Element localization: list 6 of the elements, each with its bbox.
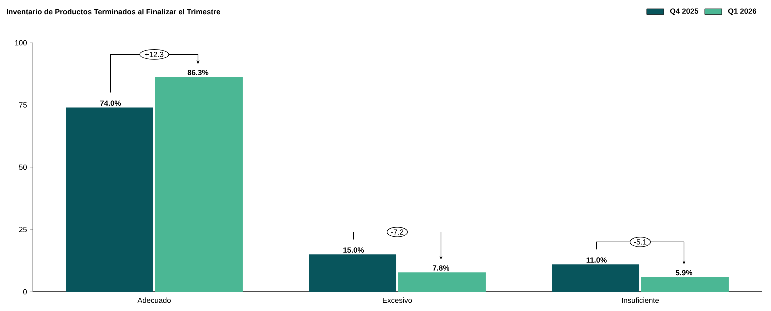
bar bbox=[642, 277, 729, 292]
bar bbox=[552, 264, 640, 292]
bar bbox=[66, 108, 154, 292]
bar bbox=[309, 254, 397, 292]
bar bbox=[155, 77, 243, 292]
bar bbox=[398, 272, 486, 292]
